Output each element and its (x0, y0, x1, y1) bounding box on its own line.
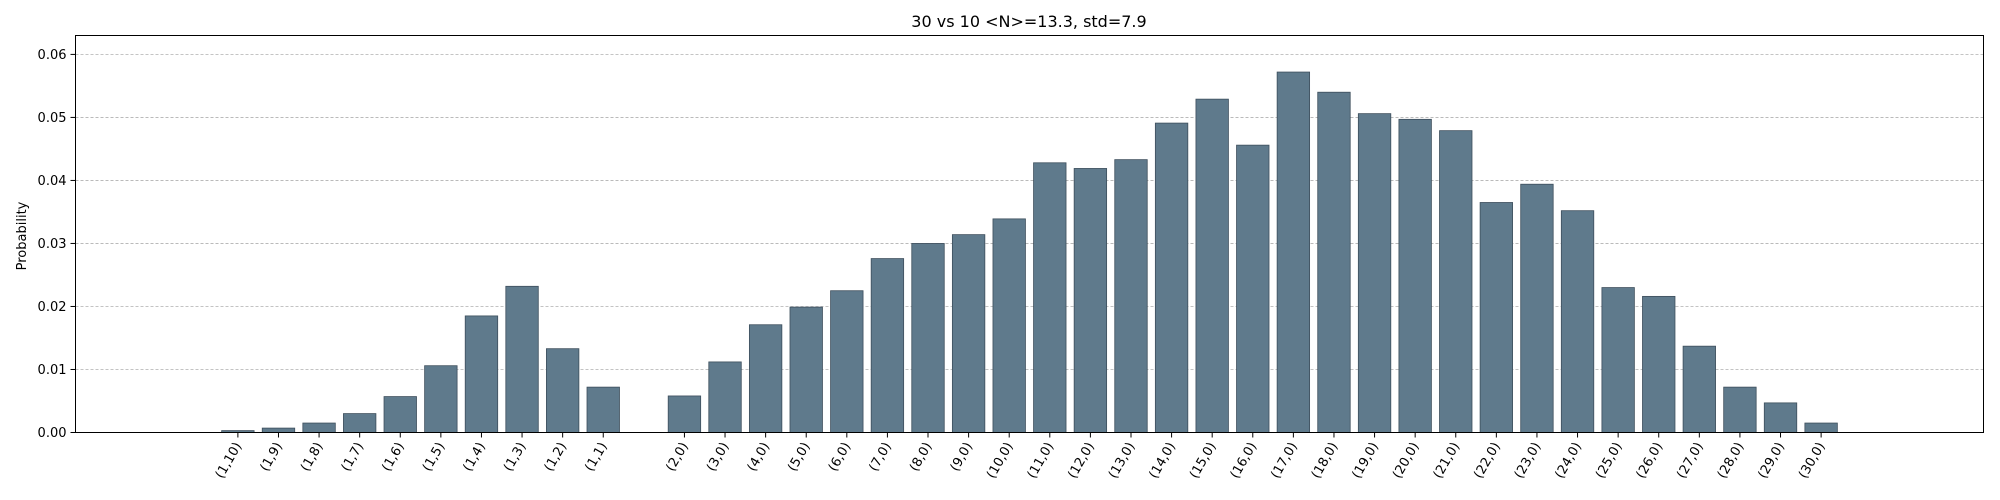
bar (1154, 122, 1189, 433)
bar (1439, 130, 1473, 433)
x-tick-label: (28,0) (1715, 440, 1748, 481)
bar (1236, 144, 1270, 433)
gridlines (75, 54, 1984, 370)
bar (748, 324, 783, 433)
bar (302, 422, 336, 433)
bar (951, 234, 986, 433)
bar (992, 218, 1026, 433)
bar (1682, 345, 1716, 433)
x-tick-label: (2,0) (663, 440, 691, 474)
x-tick-label: (6,0) (826, 440, 854, 474)
bar (1723, 386, 1757, 433)
bar (505, 285, 539, 433)
y-tick-label: 0.01 (38, 363, 67, 378)
bar (1642, 295, 1676, 433)
bar (383, 396, 417, 433)
x-tick-label: (3,0) (704, 440, 732, 474)
bar (789, 306, 823, 433)
x-tick-label: (22,0) (1471, 440, 1504, 481)
y-tick-label: 0.00 (38, 426, 67, 441)
x-tick-label: (17,0) (1268, 440, 1301, 481)
x-tick-label: (1,3) (501, 440, 529, 474)
y-tick-label: 0.02 (38, 300, 67, 315)
bar (546, 348, 580, 433)
bar (1195, 98, 1229, 433)
x-tick-label: (13,0) (1106, 440, 1139, 481)
bar (1763, 402, 1798, 433)
bar (261, 427, 296, 433)
chart-title: 30 vs 10 <N>=13.3, std=7.9 (911, 12, 1146, 31)
y-tick-label: 0.05 (38, 111, 67, 126)
bar (1073, 168, 1108, 433)
x-tick-label: (16,0) (1228, 440, 1261, 481)
bar (1520, 183, 1554, 433)
bar (1317, 91, 1351, 433)
bar (1357, 113, 1392, 433)
x-tick-label: (1,6) (379, 440, 407, 474)
y-tick-label: 0.06 (38, 48, 67, 63)
bar (1804, 422, 1838, 433)
bar (1560, 210, 1595, 433)
x-tick-label: (20,0) (1390, 440, 1423, 481)
bar (343, 413, 377, 433)
x-tick-label: (11,0) (1025, 440, 1058, 481)
x-tick-label: (1,8) (298, 440, 326, 474)
bar (1276, 71, 1311, 433)
bar (667, 395, 702, 433)
x-tick-label: (1,5) (420, 440, 448, 474)
bar (1398, 118, 1432, 433)
bar (830, 290, 864, 433)
y-axis-label: Probability (15, 201, 30, 270)
x-tick-label: (14,0) (1147, 440, 1180, 481)
bar (708, 361, 742, 433)
x-tick-label: (19,0) (1349, 440, 1382, 481)
x-tick-label: (18,0) (1309, 440, 1342, 481)
x-tick-label: (1,10) (213, 440, 246, 481)
x-tick-label: (30,0) (1796, 440, 1829, 481)
x-tick-label: (9,0) (948, 440, 976, 474)
bar (464, 315, 499, 433)
x-tick-label: (23,0) (1512, 440, 1545, 481)
x-tick-label: (27,0) (1674, 440, 1707, 481)
x-tick-label: (12,0) (1065, 440, 1098, 481)
x-tick-label: (1,1) (582, 440, 610, 474)
bar (1479, 202, 1513, 433)
bars (221, 71, 1838, 433)
x-tick-label: (1,4) (461, 440, 489, 474)
bar (586, 386, 620, 433)
y-tick-label: 0.04 (38, 174, 67, 189)
x-axis-ticks: (1,10) (1,9) (1,8) (1,7) (1,6) (1,5) (1,4) (1,3… (213, 432, 1829, 481)
bar (1601, 287, 1635, 433)
x-tick-label: (5,0) (785, 440, 813, 474)
plot-frame (75, 35, 1984, 433)
x-tick-label: (1,9) (258, 440, 286, 474)
x-tick-label: (26,0) (1634, 440, 1667, 481)
bar (870, 258, 905, 433)
x-tick-label: (25,0) (1593, 440, 1626, 481)
x-tick-label: (24,0) (1552, 440, 1585, 481)
x-tick-label: (4,0) (745, 440, 773, 474)
bar (424, 365, 458, 433)
x-tick-label: (15,0) (1187, 440, 1220, 481)
x-tick-label: (7,0) (866, 440, 894, 474)
bar (1114, 159, 1148, 433)
x-tick-label: (29,0) (1755, 440, 1788, 481)
x-tick-label: (21,0) (1431, 440, 1464, 481)
bar (1033, 162, 1067, 433)
x-tick-label: (8,0) (907, 440, 935, 474)
bar (911, 243, 945, 433)
x-tick-label: (1,7) (339, 440, 367, 474)
x-tick-label: (1,2) (542, 440, 570, 474)
x-tick-label: (10,0) (984, 440, 1017, 481)
y-tick-label: 0.03 (38, 237, 67, 252)
y-axis-ticks: 0.00 0.01 0.02 0.03 0.04 0.05 0.06 (38, 48, 76, 441)
